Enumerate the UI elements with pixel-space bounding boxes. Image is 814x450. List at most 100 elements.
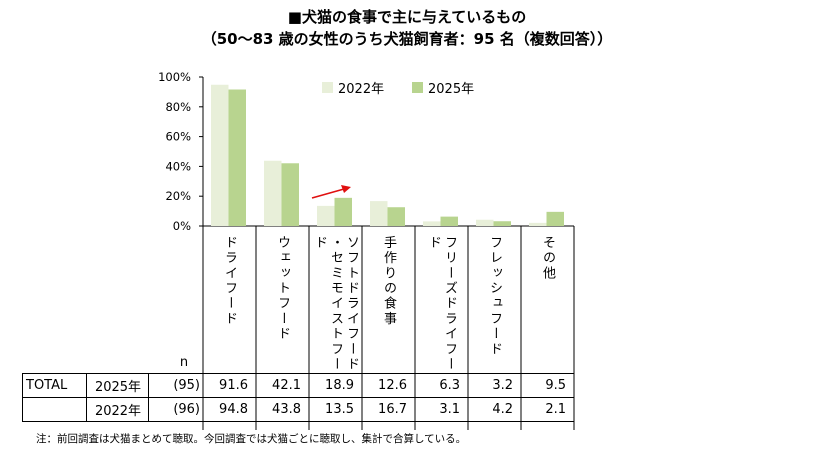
table-line [22,373,574,374]
x-category-char: ー [442,357,457,370]
table-cell: 2.1 [545,401,566,417]
x-category-char: ラ [442,312,457,325]
x-category-char: ド [222,236,237,249]
x-category-char: ト [275,281,290,294]
table-cell: 3.1 [439,401,460,417]
bar-2022 [370,201,388,226]
x-category-char: の [540,251,555,264]
x-category-char: 手 [381,236,397,249]
table-group-label: TOTAL [26,377,68,393]
bar-2025 [387,207,405,226]
x-category-char: 食 [381,296,397,310]
x-category-char: ウ [275,236,290,249]
x-category-char: ト [344,266,359,279]
x-category-char: ド [222,312,237,325]
x-category-char: フ [442,236,457,249]
x-category-char: フ [487,312,502,325]
bar-2022 [423,221,441,226]
table-cell: 16.7 [378,401,407,417]
x-category-char: ー [487,327,502,340]
x-category-char: 事 [381,312,397,325]
trend-arrow [311,188,345,199]
x-category-label: その他 [540,236,556,281]
y-tick-label: 100% [158,70,191,84]
x-category-char: ミ [328,266,343,279]
table-cell: 18.9 [325,377,354,393]
bar-2025 [334,197,352,226]
x-category-char: ド [275,327,290,340]
table-cell: 9.5 [545,377,566,393]
chart-subtitle: （50～83 歳の女性のうち犬猫飼育者：95 名（複数回答）） [201,30,613,48]
table-n-value: (95) [173,377,200,393]
x-category-char: り [381,266,396,279]
x-category-char: ラ [344,296,359,309]
x-category-char: ド [487,342,502,355]
n-header: n [179,354,189,370]
table-cell: 91.6 [219,377,248,393]
table-line [22,373,23,421]
bar-2025 [546,211,564,226]
table-cell: 12.6 [378,377,407,393]
x-category-char: ・ [328,236,343,249]
x-category-char: フ [487,236,502,249]
bar-2025 [493,221,511,226]
legend-label: 2025年 [428,82,474,97]
x-category-char: ッ [275,266,290,279]
x-category-char: ッ [487,266,502,279]
x-category-char: フ [222,281,237,294]
x-category-char: ド [426,236,441,249]
table-cell: 42.1 [272,377,301,393]
table-line [148,373,149,421]
x-category-char: の [381,281,396,294]
table-cell: 3.2 [492,377,513,393]
x-category-char: ラ [222,251,237,264]
bar-2022 [264,160,282,226]
x-category-char: レ [487,251,502,264]
x-category-char: シ [487,281,502,294]
x-category-char: 他 [540,266,556,280]
x-category-char: ュ [487,296,502,309]
x-category-char: フ [442,342,457,355]
chart-title: ■犬猫の食事で主に与えているもの [287,8,527,26]
x-category-char: ー [328,357,343,370]
x-category-char: モ [328,281,343,294]
bar-2025 [281,163,299,226]
x-category-char: そ [540,236,555,249]
x-category-char: リ [442,251,457,264]
x-category-char: フ [328,342,343,355]
y-tick-label: 40% [165,159,191,173]
x-category-char: ド [312,236,327,249]
x-category-char: イ [344,312,359,325]
x-category-char: イ [442,327,457,340]
trend-arrow-head [341,185,351,193]
x-category-char: ェ [275,251,290,264]
legend-swatch [412,82,423,93]
table-n-value: (96) [173,401,200,417]
table-line [86,373,87,421]
table-cell: 4.2 [492,401,513,417]
x-category-char: ド [344,357,359,370]
table-year-label: 2025年 [94,379,142,395]
x-category-char: ス [328,312,343,325]
y-tick-label: 0% [173,219,191,233]
x-category-char: ー [344,342,359,355]
x-category-char: フ [344,251,359,264]
footnote: 注：前回調査は犬猫まとめて聴取。今回調査では犬猫ごとに聴取し、集計で合算している… [36,433,467,445]
x-category-char: フ [344,327,359,340]
x-category-char: 作 [381,251,397,264]
bar-2022 [211,84,229,226]
bar-2022 [529,222,547,226]
x-category-char: ト [328,327,343,340]
x-category-char: ー [275,312,290,325]
bar-2022 [476,219,494,226]
x-category-char: ド [442,296,457,309]
x-category-char: セ [328,251,344,264]
table-cell: 6.3 [439,377,460,393]
y-tick-label: 60% [165,130,191,144]
x-category-char: ー [222,296,237,309]
x-category-char: ド [344,281,359,294]
